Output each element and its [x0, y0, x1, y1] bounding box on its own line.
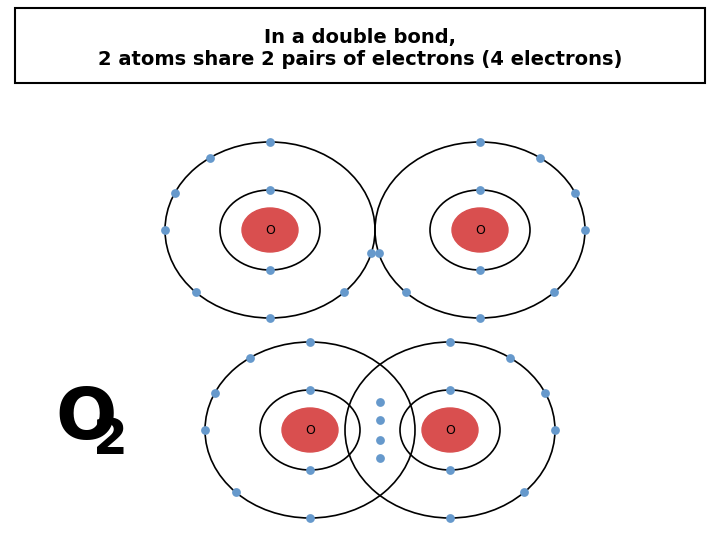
Point — [159, 226, 171, 234]
Point — [518, 488, 530, 497]
Point — [264, 266, 276, 274]
Text: O: O — [265, 224, 275, 237]
Point — [570, 188, 581, 197]
Ellipse shape — [282, 408, 338, 452]
Ellipse shape — [452, 208, 508, 252]
Point — [264, 186, 276, 194]
Text: O: O — [55, 386, 117, 455]
Point — [474, 266, 486, 274]
Point — [374, 454, 386, 462]
Point — [505, 354, 516, 362]
Ellipse shape — [242, 208, 298, 252]
Point — [305, 386, 316, 394]
Point — [444, 514, 456, 522]
Point — [338, 288, 350, 296]
Point — [549, 288, 560, 296]
Point — [264, 138, 276, 146]
Text: O: O — [445, 423, 455, 436]
Point — [190, 288, 202, 296]
Point — [244, 354, 256, 362]
Text: O: O — [305, 423, 315, 436]
Point — [474, 314, 486, 322]
Point — [230, 488, 241, 497]
Point — [169, 188, 181, 197]
Point — [366, 248, 377, 257]
Point — [264, 314, 276, 322]
Point — [374, 416, 386, 424]
Point — [474, 138, 486, 146]
Point — [374, 436, 386, 444]
Text: 2 atoms share 2 pairs of electrons (4 electrons): 2 atoms share 2 pairs of electrons (4 el… — [98, 50, 622, 69]
Point — [579, 226, 590, 234]
Text: 2: 2 — [93, 416, 128, 464]
Point — [444, 465, 456, 474]
Text: In a double bond,: In a double bond, — [264, 28, 456, 47]
Text: O: O — [475, 224, 485, 237]
Point — [209, 388, 220, 397]
Point — [549, 426, 561, 434]
Point — [400, 288, 412, 296]
Point — [199, 426, 211, 434]
Point — [305, 514, 316, 522]
Point — [204, 153, 215, 162]
Point — [474, 186, 486, 194]
Point — [444, 338, 456, 346]
Ellipse shape — [422, 408, 478, 452]
Point — [539, 388, 551, 397]
Point — [305, 338, 316, 346]
Point — [373, 248, 384, 257]
Point — [374, 397, 386, 406]
Point — [444, 386, 456, 394]
Point — [305, 465, 316, 474]
Point — [534, 153, 546, 162]
